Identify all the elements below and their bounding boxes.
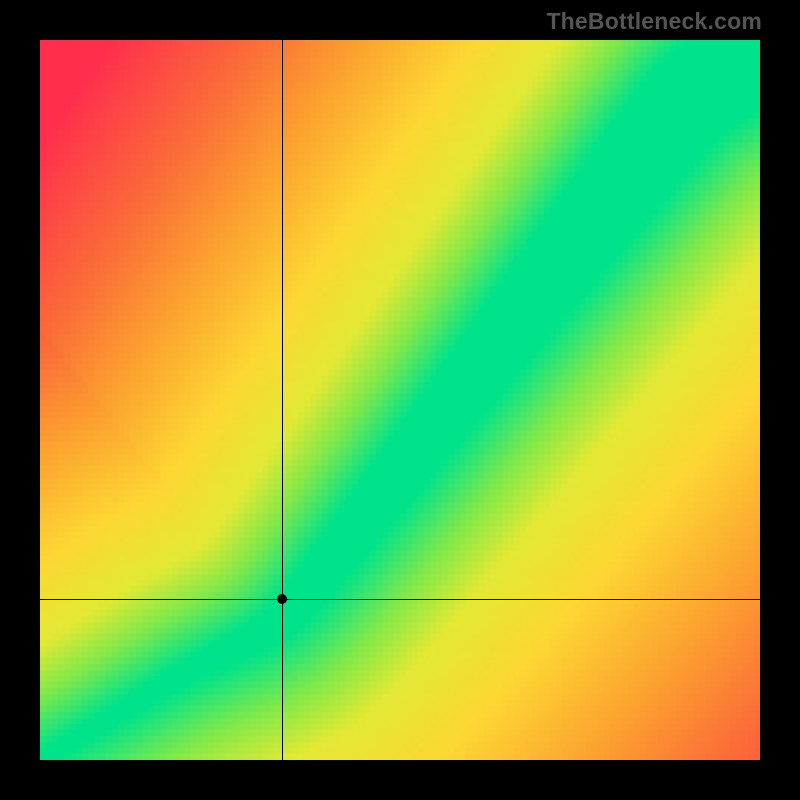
crosshair-vertical (282, 40, 283, 760)
watermark-text: TheBottleneck.com (546, 8, 762, 35)
bottleneck-heatmap (40, 40, 760, 760)
heatmap-canvas (40, 40, 760, 760)
crosshair-horizontal (40, 599, 760, 600)
